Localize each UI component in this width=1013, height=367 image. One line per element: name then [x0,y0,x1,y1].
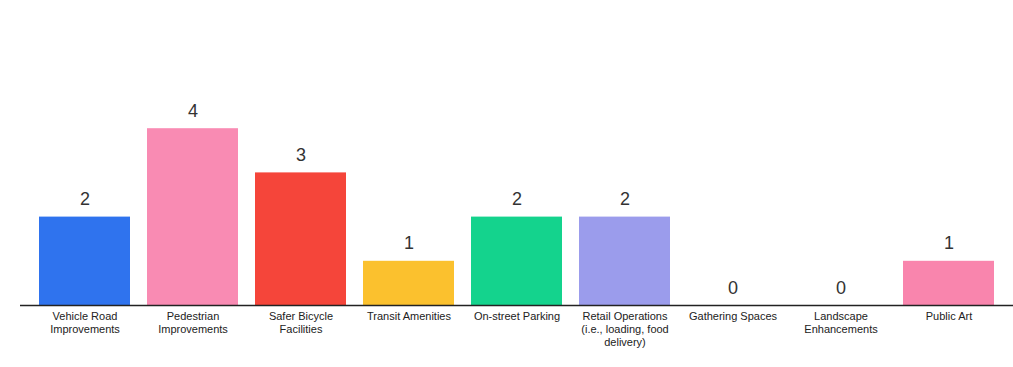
svg-text:1: 1 [944,233,954,253]
svg-text:2: 2 [80,189,90,209]
svg-text:Safer BicycleFacilities: Safer BicycleFacilities [269,310,333,335]
svg-text:2: 2 [620,189,630,209]
svg-text:Gathering Spaces: Gathering Spaces [689,310,778,322]
svg-text:0: 0 [836,278,846,298]
svg-text:Transit Amenities: Transit Amenities [367,310,451,322]
svg-text:Public Art: Public Art [926,310,972,322]
svg-text:On-street Parking: On-street Parking [474,310,560,322]
svg-text:2: 2 [512,189,522,209]
svg-text:3: 3 [296,145,306,165]
svg-text:0: 0 [728,278,738,298]
svg-text:Retail Operations(i.e., loadin: Retail Operations(i.e., loading, fooddel… [581,310,668,347]
svg-text:LandscapeEnhancements: LandscapeEnhancements [804,310,878,335]
svg-text:PedestrianImprovements: PedestrianImprovements [158,310,228,335]
svg-text:1: 1 [404,233,414,253]
svg-text:4: 4 [188,101,198,121]
svg-text:Vehicle RoadImprovements: Vehicle RoadImprovements [50,310,120,335]
